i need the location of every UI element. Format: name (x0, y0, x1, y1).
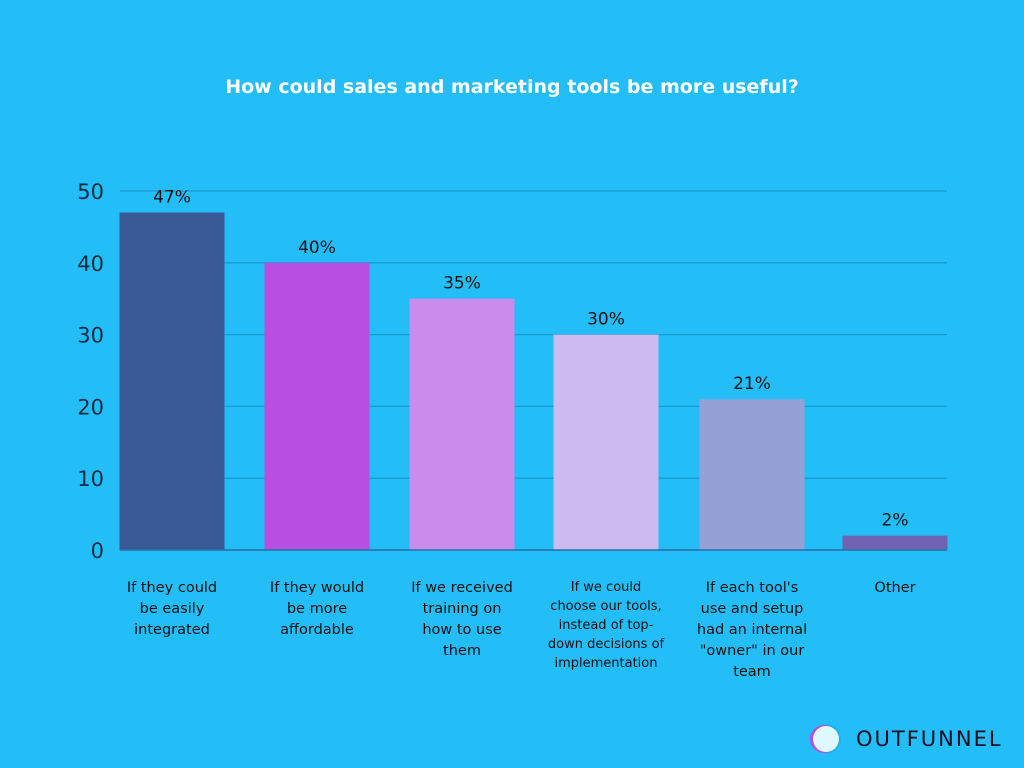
x-category-label: If they would be more affordable (269, 580, 365, 638)
data-label: 47% (153, 188, 191, 208)
y-tick-label: 20 (77, 395, 104, 419)
data-label: 21% (733, 374, 771, 394)
data-label: 35% (443, 274, 481, 294)
bar (119, 212, 225, 551)
outfunnel-logo: OUTFUNNEL (808, 722, 1003, 756)
bar (699, 399, 805, 550)
data-label: 2% (882, 511, 909, 531)
x-category-label: If each tool's use and setup had an inte… (696, 580, 808, 680)
x-category-label: If we could choose our tools, instead of… (547, 580, 665, 671)
bar (842, 535, 948, 550)
data-label: 30% (587, 310, 625, 330)
y-tick-label: 50 (77, 180, 104, 204)
data-label: 40% (298, 238, 336, 258)
x-category-label: If they could be easily integrated (126, 580, 218, 638)
bar (553, 334, 659, 550)
x-category-label: Other (874, 580, 916, 596)
x-category-label: If we received training on how to use th… (411, 580, 513, 659)
chart-title: How could sales and marketing tools be m… (225, 76, 799, 98)
y-tick-label: 10 (77, 467, 104, 491)
y-tick-label: 30 (77, 324, 104, 348)
bar (409, 298, 515, 550)
bar (264, 262, 370, 550)
y-tick-label: 40 (77, 252, 104, 276)
logo-text: OUTFUNNEL (856, 727, 1003, 751)
logo-mark-icon (810, 724, 841, 754)
y-tick-label: 0 (91, 539, 104, 563)
